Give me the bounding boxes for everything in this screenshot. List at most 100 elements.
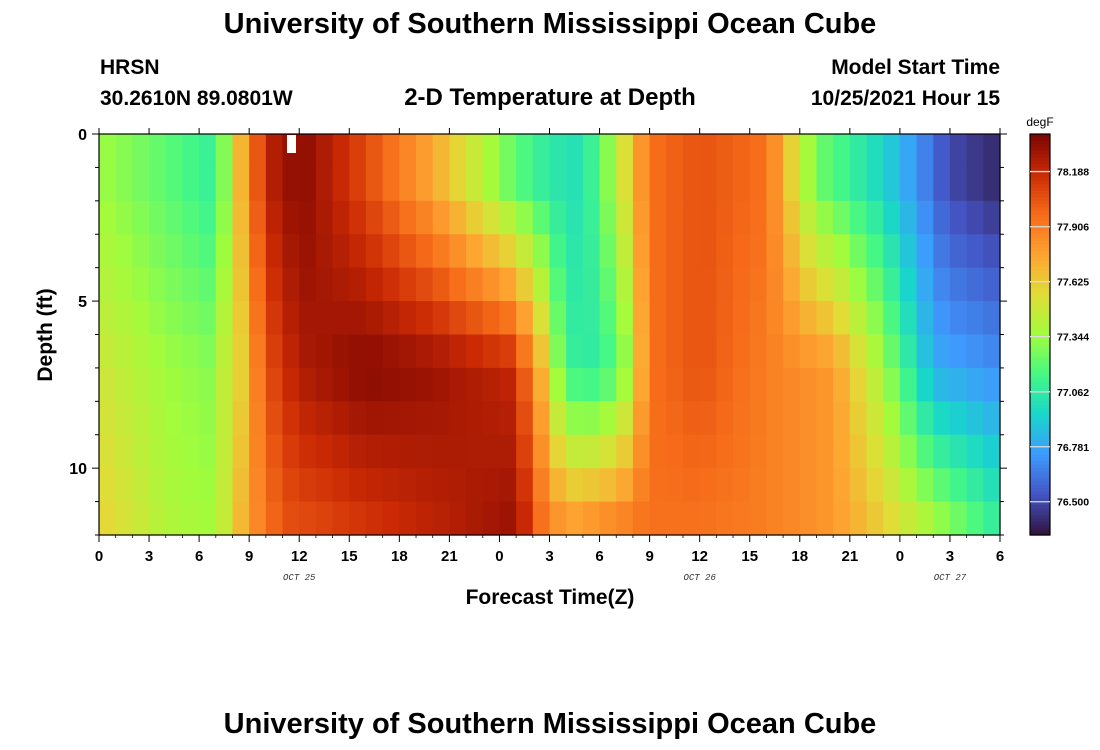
- heatmap-cell: [816, 267, 834, 302]
- heatmap-cell: [566, 468, 584, 503]
- heatmap-cell: [666, 434, 684, 469]
- heatmap-cell: [749, 234, 768, 269]
- heatmap-cell: [899, 401, 918, 436]
- heatmap-cell: [966, 134, 984, 169]
- heatmap-cell: [883, 434, 901, 469]
- heatmap-cell: [149, 468, 167, 503]
- heatmap-cell: [99, 200, 117, 235]
- heatmap-cell: [215, 501, 234, 536]
- heatmap-cell: [799, 334, 818, 369]
- x-tick-label: 12: [291, 548, 308, 565]
- heatmap-cell: [899, 468, 918, 503]
- heatmap-cell: [182, 134, 200, 169]
- heatmap-cell: [365, 401, 384, 436]
- heatmap-cell: [165, 468, 184, 503]
- heatmap-cell: [849, 267, 868, 302]
- heatmap-cell: [749, 501, 768, 536]
- heatmap-cell: [332, 401, 350, 436]
- colorbar-segment: [1030, 428, 1050, 433]
- heatmap-cell: [849, 301, 868, 336]
- colorbar-segment: [1030, 344, 1050, 349]
- heatmap-cell: [432, 434, 450, 469]
- heatmap-cell: [566, 301, 584, 336]
- heatmap-cell: [549, 301, 567, 336]
- heatmap-cell: [749, 468, 768, 503]
- heatmap-cell: [833, 200, 851, 235]
- heatmap-cell: [549, 200, 567, 235]
- heatmap-cell: [649, 200, 667, 235]
- colorbar-segment: [1030, 484, 1050, 489]
- heatmap-cell: [949, 134, 968, 169]
- colorbar-segment: [1030, 491, 1050, 496]
- heatmap-cell: [399, 167, 417, 202]
- heatmap-cell: [799, 267, 818, 302]
- heatmap-cell: [382, 167, 400, 202]
- heatmap-cell: [282, 334, 300, 369]
- colorbar-segment: [1030, 394, 1050, 399]
- heatmap-cell: [899, 301, 918, 336]
- heatmap-cell: [416, 267, 434, 302]
- heatmap-cell: [983, 468, 1001, 503]
- heatmap-cell: [566, 234, 584, 269]
- heatmap-cell: [449, 334, 467, 369]
- colorbar-unit: degF: [1026, 115, 1053, 129]
- heatmap-cell: [783, 301, 801, 336]
- heatmap-cell: [232, 367, 250, 402]
- heatmap-cell: [382, 267, 400, 302]
- colorbar-segment: [1030, 377, 1050, 382]
- heatmap-cell: [365, 501, 384, 536]
- heatmap-cell: [616, 200, 634, 235]
- x-tick-label: 6: [595, 548, 603, 565]
- colorbar-segment: [1030, 134, 1050, 138]
- heatmap-cell: [349, 334, 367, 369]
- colorbar-segment: [1030, 511, 1050, 516]
- heatmap-cell: [599, 367, 617, 402]
- heatmap-cell: [632, 401, 651, 436]
- heatmap-cell: [382, 401, 400, 436]
- heatmap-cell: [132, 468, 150, 503]
- heatmap-cell: [315, 267, 334, 302]
- heatmap-cell: [933, 468, 951, 503]
- colorbar-segment: [1030, 321, 1050, 326]
- heatmap-cell: [749, 134, 768, 169]
- y-axis: 0 5 10: [69, 127, 1007, 536]
- heatmap-cell: [582, 267, 601, 302]
- colorbar-segment: [1030, 137, 1050, 142]
- heatmap-cell: [315, 401, 334, 436]
- heatmap-cell: [716, 367, 734, 402]
- heatmap-cell: [816, 434, 834, 469]
- heatmap-cell: [332, 468, 350, 503]
- x-tick-label: 21: [441, 548, 458, 565]
- heatmap-cell: [449, 501, 467, 536]
- heatmap-cell: [449, 301, 467, 336]
- heatmap-cell: [265, 468, 284, 503]
- heatmap-cell: [666, 334, 684, 369]
- heatmap-cell: [382, 234, 400, 269]
- heatmap-cell: [733, 134, 751, 169]
- heatmap-cell: [799, 200, 818, 235]
- colorbar-segment: [1030, 174, 1050, 179]
- heatmap-cell: [616, 401, 634, 436]
- heatmap-cell: [199, 501, 217, 536]
- heatmap-cell: [599, 468, 617, 503]
- heatmap-cell: [499, 234, 517, 269]
- heatmap-cell: [833, 334, 851, 369]
- heatmap-cell: [933, 267, 951, 302]
- colorbar-segment: [1030, 374, 1050, 379]
- heatmap-cell: [315, 501, 334, 536]
- heatmap-cell: [866, 234, 884, 269]
- heatmap-cell: [265, 501, 284, 536]
- colorbar-segment: [1030, 524, 1050, 529]
- heatmap-cell: [933, 334, 951, 369]
- heatmap-cell: [649, 468, 667, 503]
- heatmap-cell: [699, 468, 717, 503]
- colorbar-segment: [1030, 170, 1050, 175]
- heatmap-cell: [516, 401, 534, 436]
- heatmap-cell: [733, 501, 751, 536]
- heatmap-cell: [516, 501, 534, 536]
- colorbar-segment: [1030, 371, 1050, 376]
- station-name: HRSN: [100, 56, 160, 79]
- heatmap-cell: [215, 301, 234, 336]
- heatmap-cell: [933, 401, 951, 436]
- heatmap-cell: [516, 267, 534, 302]
